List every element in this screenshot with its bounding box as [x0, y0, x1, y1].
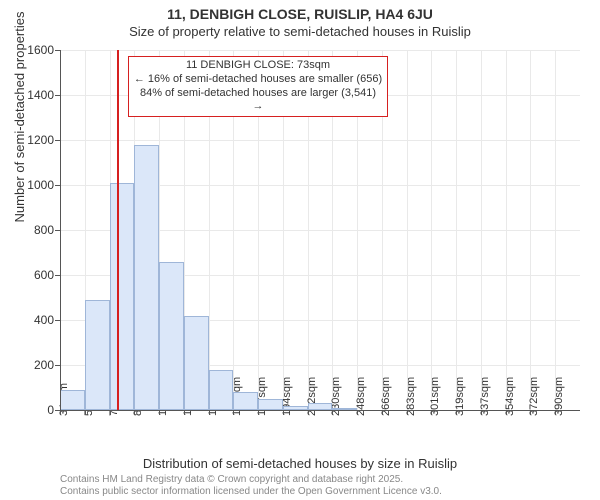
- y-axis-line: [60, 50, 61, 410]
- gridline-v: [407, 50, 408, 410]
- histogram-bar: [60, 390, 85, 410]
- y-tick-label: 800: [34, 223, 54, 237]
- y-tick-label: 400: [34, 313, 54, 327]
- histogram-bar: [209, 370, 234, 411]
- y-tick-label: 0: [47, 403, 54, 417]
- title-address: 11, DENBIGH CLOSE, RUISLIP, HA4 6JU: [0, 6, 600, 22]
- marker-annotation: 11 DENBIGH CLOSE: 73sqm← 16% of semi-det…: [128, 56, 388, 117]
- chart-title: 11, DENBIGH CLOSE, RUISLIP, HA4 6JU Size…: [0, 6, 600, 39]
- chart-container: 11, DENBIGH CLOSE, RUISLIP, HA4 6JU Size…: [0, 0, 600, 500]
- histogram-bar: [134, 145, 159, 411]
- y-tick-label: 1600: [27, 43, 54, 57]
- histogram-bar: [258, 399, 283, 410]
- gridline-v: [456, 50, 457, 410]
- y-tick-label: 1000: [27, 178, 54, 192]
- property-marker-line: [117, 50, 119, 410]
- histogram-bar: [233, 392, 258, 410]
- x-axis-line: [60, 410, 580, 411]
- gridline-v: [431, 50, 432, 410]
- gridline-v: [530, 50, 531, 410]
- footer-line1: Contains HM Land Registry data © Crown c…: [60, 474, 580, 486]
- gridline-h: [60, 50, 580, 51]
- histogram-bar: [159, 262, 184, 411]
- annotation-larger: 84% of semi-detached houses are larger (…: [133, 87, 383, 115]
- histogram-bar: [85, 300, 110, 410]
- histogram-bar: [184, 316, 209, 411]
- annotation-smaller: ← 16% of semi-detached houses are smalle…: [133, 73, 383, 87]
- attribution-footer: Contains HM Land Registry data © Crown c…: [60, 474, 580, 498]
- gridline-v: [555, 50, 556, 410]
- x-axis-label: Distribution of semi-detached houses by …: [0, 456, 600, 471]
- footer-line2: Contains public sector information licen…: [60, 486, 580, 498]
- gridline-v: [506, 50, 507, 410]
- y-tick-label: 600: [34, 268, 54, 282]
- y-axis-label: Number of semi-detached properties: [12, 12, 27, 223]
- y-tick-label: 1400: [27, 88, 54, 102]
- histogram-bar: [308, 403, 333, 410]
- histogram-bar: [110, 183, 135, 410]
- y-tick-label: 200: [34, 358, 54, 372]
- y-tick-label: 1200: [27, 133, 54, 147]
- annotation-title: 11 DENBIGH CLOSE: 73sqm: [133, 59, 383, 73]
- gridline-h: [60, 140, 580, 141]
- title-subtitle: Size of property relative to semi-detach…: [0, 24, 600, 39]
- gridline-v: [481, 50, 482, 410]
- plot-area: 0200400600800100012001400160034sqm52sqm7…: [60, 50, 580, 410]
